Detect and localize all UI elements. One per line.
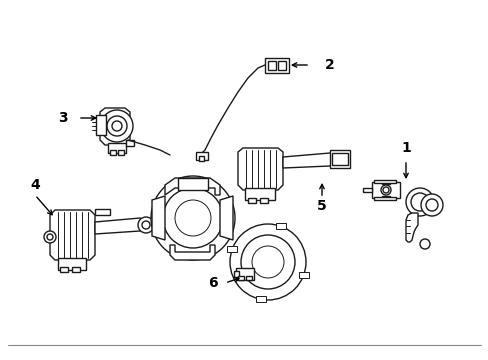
Bar [110,150,116,155]
Polygon shape [100,108,130,145]
Text: 4: 4 [30,178,40,192]
Bar [267,61,275,70]
Circle shape [44,231,56,243]
Circle shape [107,116,127,136]
Polygon shape [220,196,232,240]
Bar [278,61,285,70]
Text: 5: 5 [317,199,326,213]
Polygon shape [170,245,215,260]
Bar [72,267,80,272]
Bar [238,276,244,280]
Circle shape [241,235,294,289]
Bar [244,188,274,200]
Polygon shape [405,213,417,242]
Polygon shape [256,296,266,302]
Polygon shape [298,272,308,278]
Circle shape [138,217,154,233]
Circle shape [410,193,428,211]
Bar [373,197,395,200]
Text: 3: 3 [58,111,68,125]
Circle shape [112,121,122,131]
Polygon shape [227,246,237,252]
Circle shape [47,234,53,240]
Bar [236,268,253,280]
Bar [199,156,203,161]
Polygon shape [152,196,164,240]
Polygon shape [164,178,220,195]
Bar [264,58,288,73]
Bar [58,258,86,270]
Circle shape [405,188,433,216]
Text: 2: 2 [325,58,334,72]
Polygon shape [275,223,285,229]
Polygon shape [283,153,334,168]
Bar [245,276,251,280]
Bar [126,140,134,146]
Circle shape [251,246,284,278]
Polygon shape [371,182,399,198]
Bar [260,198,267,203]
Circle shape [420,194,442,216]
Bar [329,150,349,168]
Circle shape [380,185,390,195]
Bar [60,267,68,272]
Bar [178,178,207,190]
Polygon shape [95,218,145,234]
Bar [96,115,106,135]
Bar [118,150,124,155]
Text: 1: 1 [400,141,410,155]
Bar [373,180,395,183]
Bar [196,152,207,160]
Circle shape [419,239,429,249]
Circle shape [101,110,133,142]
Bar [108,143,126,153]
Polygon shape [238,148,283,190]
Bar [234,271,239,277]
Circle shape [151,176,235,260]
Bar [95,209,110,215]
Bar [247,198,256,203]
Polygon shape [50,210,95,260]
Circle shape [142,221,150,229]
Circle shape [229,224,305,300]
Circle shape [163,188,223,248]
Bar [331,153,347,165]
Circle shape [175,200,210,236]
Circle shape [382,187,388,193]
Polygon shape [362,188,371,192]
Circle shape [425,199,437,211]
Text: 6: 6 [208,276,217,290]
